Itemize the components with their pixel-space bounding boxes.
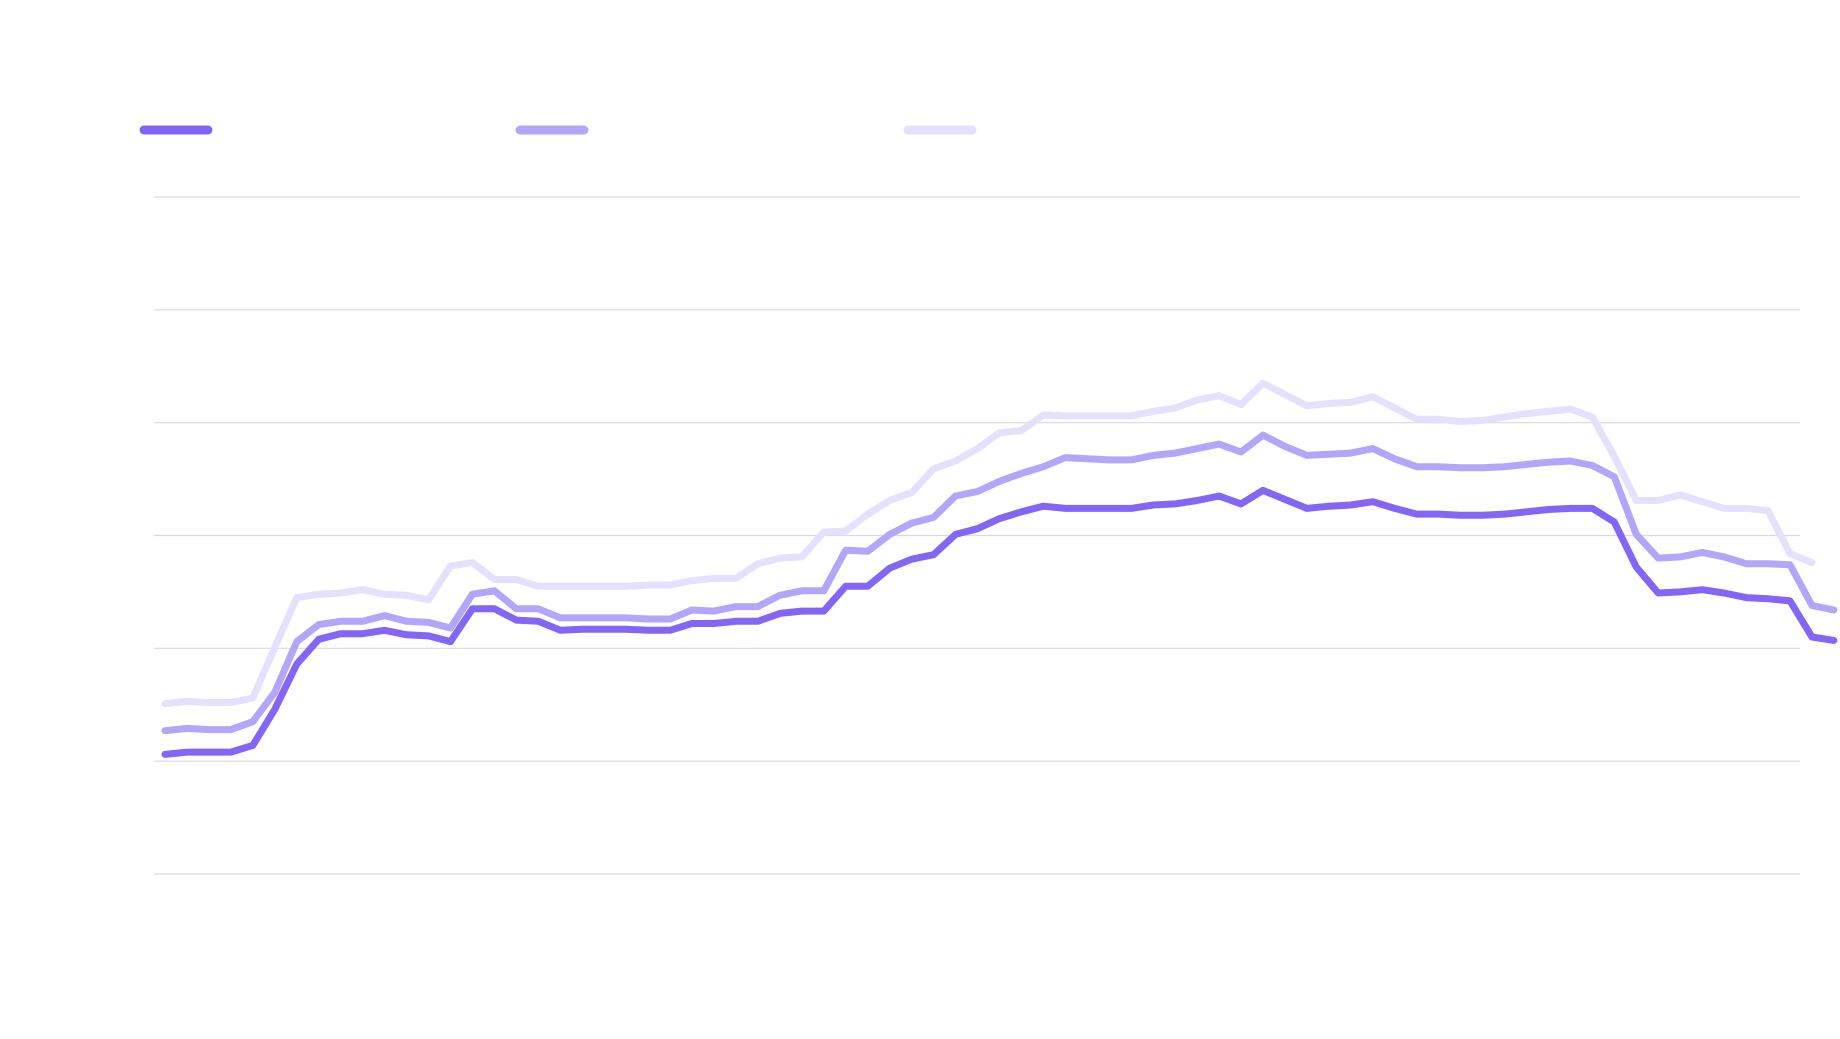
series-line-1 [161,486,1838,758]
series-line-2 [161,431,1838,735]
gridlines [154,196,1800,875]
series-lines [161,379,1838,758]
series-line-3 [161,379,1816,708]
